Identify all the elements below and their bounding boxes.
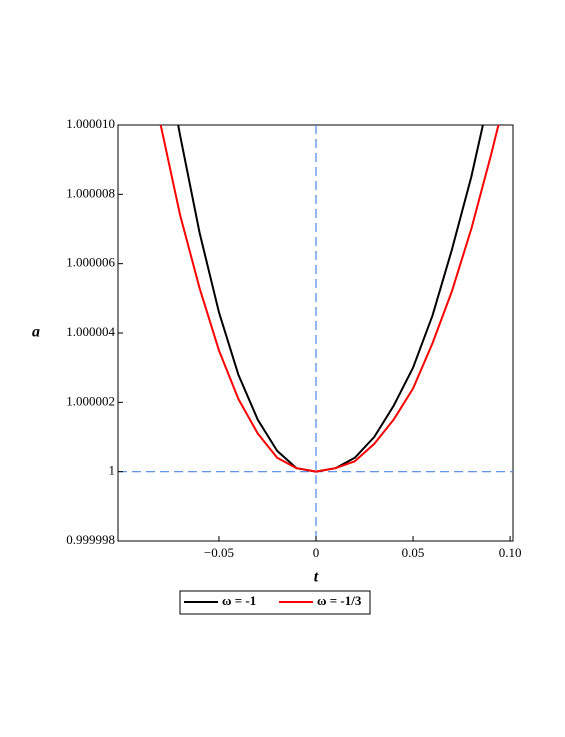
legend-label: ω = -1 [222,593,256,608]
y-tick-label: 1.000008 [66,185,115,200]
plot-area [118,125,513,541]
x-tick-label: 0.10 [499,545,522,560]
x-tick-label: 0 [313,545,320,560]
y-tick-label: 1 [109,463,116,478]
series-line [159,125,500,473]
legend-box [179,590,371,615]
y-tick-label: 1.000002 [66,393,115,408]
y-axis-label: a [32,324,40,341]
y-tick-label: 1.000010 [66,116,115,131]
y-tick-label: 0.999998 [66,532,115,547]
y-tick-label: 1.000006 [66,255,115,270]
x-axis-label: t [314,569,319,586]
x-tick-label: 0.05 [402,545,425,560]
series-line [177,125,484,473]
legend-label: ω = -1/3 [317,593,362,608]
x-tick-label: −0.05 [204,545,234,560]
y-tick-label: 1.000004 [66,324,115,339]
